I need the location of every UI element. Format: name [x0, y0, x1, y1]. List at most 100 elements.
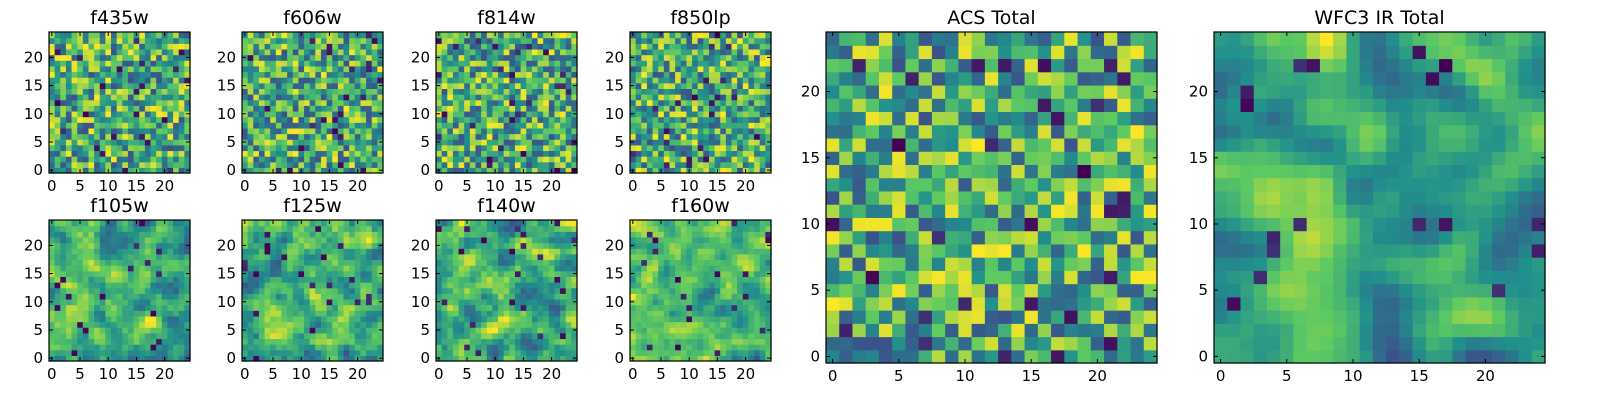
heatmap-cell	[641, 276, 648, 283]
heatmap-cell	[54, 253, 61, 261]
heatmap-cell	[111, 344, 118, 351]
heatmap-cell	[304, 94, 311, 101]
heatmap-cell	[441, 276, 448, 283]
heatmap-cell	[281, 253, 288, 261]
heatmap-cell	[469, 37, 477, 44]
heatmap-cell	[748, 355, 755, 362]
heatmap-cell	[464, 37, 471, 44]
heatmap-cell	[111, 32, 118, 39]
heatmap-cell	[156, 355, 163, 362]
heatmap-cell	[377, 287, 384, 294]
heatmap-cell	[447, 310, 454, 317]
heatmap-cell	[167, 156, 174, 163]
heatmap-cell	[571, 259, 578, 266]
heatmap-cell	[71, 242, 78, 249]
heatmap-cell	[247, 344, 254, 351]
heatmap-cell	[509, 225, 516, 232]
heatmap-cell	[292, 248, 299, 255]
heatmap-cell	[492, 156, 499, 163]
heatmap-cell	[287, 133, 294, 140]
heatmap-cell	[326, 242, 333, 249]
heatmap-cell	[526, 253, 533, 261]
heatmap-cell	[253, 338, 260, 345]
heatmap-cell	[436, 71, 443, 78]
heatmap-cell	[105, 127, 112, 135]
heatmap-cell	[275, 349, 283, 356]
heatmap-cell	[548, 259, 556, 266]
heatmap-cell	[82, 110, 90, 118]
heatmap-cell	[503, 65, 510, 73]
heatmap-cell	[122, 48, 129, 56]
heatmap-cell	[464, 293, 471, 300]
heatmap-cell	[49, 304, 56, 311]
heatmap-cell	[349, 332, 356, 340]
heatmap-cell	[759, 276, 766, 283]
heatmap-cell	[247, 293, 254, 300]
heatmap-cell	[531, 265, 539, 272]
heatmap-cell	[748, 88, 755, 95]
heatmap-cell	[156, 94, 163, 101]
heatmap-cell	[514, 60, 522, 67]
heatmap-cell	[560, 355, 567, 362]
heatmap-cell	[537, 116, 544, 123]
heatmap-cell	[663, 82, 671, 89]
heatmap-cell	[503, 71, 510, 78]
heatmap-cell	[537, 94, 544, 101]
heatmap-cell	[54, 105, 61, 112]
heatmap-cell	[298, 304, 305, 311]
heatmap-cell	[754, 65, 761, 73]
heatmap-cell	[447, 298, 454, 306]
heatmap-cell	[458, 276, 465, 283]
heatmap-cell	[492, 54, 499, 61]
heatmap-cell	[167, 167, 174, 174]
heatmap-cell	[139, 231, 146, 238]
heatmap-cell	[669, 99, 676, 106]
heatmap-cell	[65, 225, 73, 232]
heatmap-cell	[652, 110, 659, 118]
heatmap-cell	[366, 327, 373, 334]
heatmap-cell	[498, 77, 505, 84]
heatmap-cell	[526, 167, 533, 174]
heatmap-cell	[65, 161, 73, 168]
heatmap-cell	[742, 150, 750, 157]
heatmap-cell	[337, 315, 345, 323]
heatmap-cell	[635, 54, 642, 61]
heatmap-cell	[167, 265, 174, 272]
heatmap-cell	[242, 315, 249, 323]
heatmap-cell	[663, 77, 671, 84]
heatmap-cell	[105, 276, 112, 283]
heatmap-cell	[122, 77, 129, 84]
heatmap-cell	[270, 65, 277, 73]
heatmap-cell	[641, 344, 648, 351]
heatmap-cell	[354, 293, 362, 300]
heatmap-cell	[675, 298, 682, 306]
heatmap-cell	[161, 60, 169, 67]
heatmap-cell	[509, 338, 516, 345]
heatmap-cell	[111, 43, 118, 50]
heatmap-cell	[492, 225, 499, 232]
heatmap-cell	[481, 248, 488, 255]
heatmap-cell	[526, 293, 533, 300]
heatmap-cell	[94, 88, 101, 95]
heatmap-cell	[537, 48, 544, 56]
heatmap-cell	[253, 236, 260, 244]
heatmap-cell	[509, 32, 516, 39]
heatmap-cell	[94, 298, 101, 306]
heatmap-cell	[77, 270, 84, 277]
heatmap-cell	[675, 110, 682, 118]
heatmap-cell	[304, 355, 311, 362]
heatmap-cell	[247, 332, 254, 340]
heatmap-cell	[360, 259, 367, 266]
heatmap-cell	[503, 54, 510, 61]
y-tick-label: 20	[411, 236, 430, 254]
heatmap-cell	[571, 60, 578, 67]
heatmap-cell	[133, 242, 140, 249]
heatmap-cell	[111, 253, 118, 261]
heatmap-cell	[349, 355, 356, 362]
heatmap-cell	[264, 310, 271, 317]
heatmap-cell	[737, 48, 744, 56]
heatmap-cell	[692, 105, 699, 112]
heatmap-cell	[309, 242, 316, 249]
heatmap-cell	[94, 321, 101, 328]
heatmap-cell	[111, 327, 118, 334]
